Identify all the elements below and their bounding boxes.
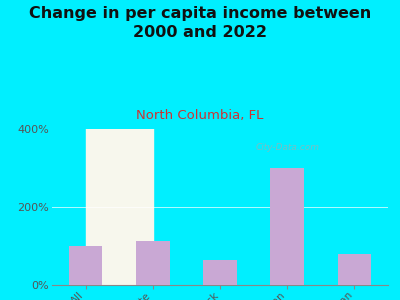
Bar [338,254,371,285]
Text: City-Data.com: City-Data.com [255,143,319,152]
Bar [270,168,304,285]
Bar [69,246,102,285]
Bar [136,241,170,285]
Text: North Columbia, FL: North Columbia, FL [136,110,264,122]
Text: Change in per capita income between
2000 and 2022: Change in per capita income between 2000… [29,6,371,40]
Bar [203,260,237,285]
